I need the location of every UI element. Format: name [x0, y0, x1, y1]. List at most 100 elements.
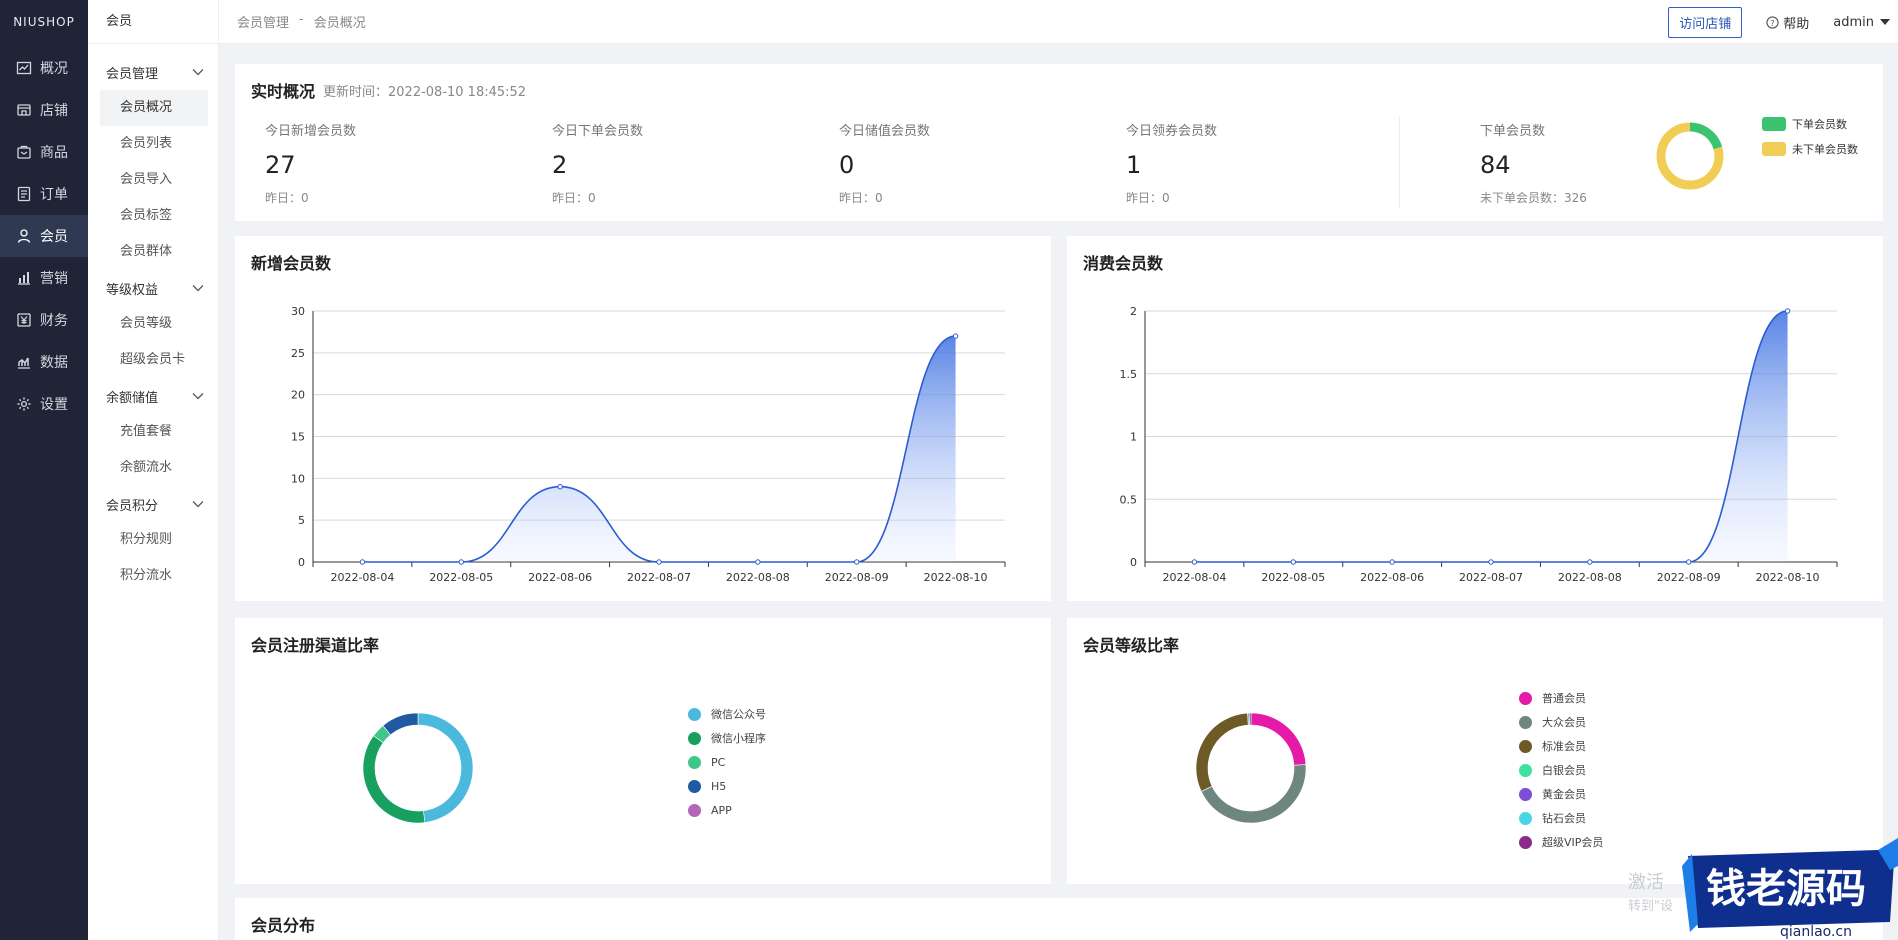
legend-item[interactable]: 大众会员: [1519, 710, 1603, 734]
nav-item-data[interactable]: 数据: [0, 341, 88, 383]
data-point[interactable]: [458, 559, 464, 565]
user-menu[interactable]: admin: [1833, 15, 1890, 30]
nav-item-order[interactable]: 订单: [0, 173, 88, 215]
subnav-item[interactable]: 会员导入: [120, 172, 173, 187]
data-point[interactable]: [755, 559, 761, 565]
legend-item[interactable]: 黄金会员: [1519, 782, 1603, 806]
data-point[interactable]: [952, 333, 959, 339]
legend-dot: [1519, 691, 1532, 705]
legend-item[interactable]: 钻石会员: [1519, 806, 1603, 830]
subnav-group-header[interactable]: 等级权益: [88, 270, 218, 306]
nav-item-label: 数据: [40, 355, 68, 371]
data-point[interactable]: [1587, 559, 1593, 565]
legend-item-ordered[interactable]: 下单会员数: [1762, 116, 1858, 132]
nav-item-goods[interactable]: 商品: [0, 131, 88, 173]
goods-icon: [16, 144, 32, 160]
donut-slice[interactable]: [417, 712, 474, 823]
legend-label: 标准会员: [1542, 740, 1586, 753]
data-point[interactable]: [1290, 559, 1296, 565]
group-label: 等级权益: [106, 282, 159, 298]
data-point[interactable]: [557, 484, 563, 490]
legend-item[interactable]: 超级VIP会员: [1519, 830, 1603, 854]
stat-label: 今日下单会员数: [552, 124, 644, 139]
y-tick-label: 2: [1130, 305, 1137, 318]
series-line: [362, 335, 956, 563]
brand-logo: NIUSHOP: [13, 15, 75, 29]
visit-store-button[interactable]: 访问店铺: [1668, 6, 1743, 38]
data-point[interactable]: [854, 559, 860, 565]
member-icon: [16, 228, 32, 244]
subnav-group-header[interactable]: 会员积分: [88, 486, 218, 522]
nav-item-marketing[interactable]: 营销: [0, 257, 88, 299]
y-tick-label: 10: [291, 472, 305, 485]
stat-yesterday: 昨日：0: [839, 191, 883, 205]
nav-item-label: 营销: [40, 271, 68, 287]
subnav-item[interactable]: 会员概况: [100, 90, 208, 126]
nav-item-chart[interactable]: 概况: [0, 47, 88, 89]
subnav-item[interactable]: 积分规则: [120, 532, 173, 547]
data-point[interactable]: [359, 559, 366, 565]
x-tick-label: 2022-08-09: [825, 571, 889, 584]
data-point[interactable]: [1389, 559, 1395, 565]
data-point[interactable]: [1686, 559, 1692, 565]
breadcrumb-item-member-manage[interactable]: 会员管理: [237, 16, 290, 31]
legend-item[interactable]: 普通会员: [1519, 686, 1603, 710]
subnav-group-header[interactable]: 余额储值: [88, 378, 218, 414]
nav-item-store[interactable]: 店铺: [0, 89, 88, 131]
subnav-item[interactable]: 积分流水: [120, 568, 173, 583]
svg-text:?: ?: [1771, 17, 1775, 27]
legend-item[interactable]: 微信小程序: [688, 726, 766, 750]
legend-item[interactable]: 白银会员: [1519, 758, 1603, 782]
y-tick-label: 25: [291, 347, 305, 360]
donut-slice[interactable]: [362, 735, 426, 824]
data-point[interactable]: [1191, 559, 1198, 565]
nav-item-finance[interactable]: 财务: [0, 299, 88, 341]
legend-dot: [688, 755, 701, 769]
series-area: [362, 336, 956, 562]
nav-item-label: 店铺: [40, 103, 68, 119]
stat-value: 0: [839, 151, 855, 179]
subnav-item[interactable]: 会员标签: [120, 208, 173, 223]
legend-dot: [688, 707, 701, 721]
legend-item[interactable]: PC: [688, 750, 766, 774]
chart-title: 会员分布: [251, 916, 316, 935]
nav-item-settings[interactable]: 设置: [0, 383, 88, 425]
legend-dot: [1519, 715, 1532, 729]
subnav-item[interactable]: 余额流水: [120, 460, 173, 475]
subnav-item[interactable]: 充值套餐: [120, 424, 173, 439]
donut-slice[interactable]: [382, 712, 419, 736]
y-tick-label: 0.5: [1120, 493, 1138, 506]
legend-dot: [1519, 763, 1532, 777]
legend-label: 下单会员数: [1792, 118, 1847, 131]
y-tick-label: 1: [1130, 431, 1137, 444]
order-ratio-legend: 下单会员数 未下单会员数: [1762, 116, 1858, 166]
member-level-card: 会员等级比率 普通会员 大众会员 标准会员 白银会员 黄金会员 钻石会员 超级VIP会员: [1067, 618, 1883, 884]
stat-value: 2: [552, 151, 568, 179]
legend-item-not-ordered[interactable]: 未下单会员数: [1762, 141, 1858, 157]
legend-item[interactable]: APP: [688, 798, 766, 822]
consume-members-chart-card: 消费会员数 0 0.5 1 1.5 2 2022-08-04 2022-08-05 2022-…: [1067, 236, 1883, 601]
stat-yesterday: 昨日：0: [552, 191, 596, 205]
donut-slice[interactable]: [1250, 712, 1307, 766]
donut-slice[interactable]: [1195, 712, 1249, 792]
divider: [1399, 116, 1400, 208]
donut-slice[interactable]: [1200, 764, 1307, 824]
subnav-item[interactable]: 超级会员卡: [120, 352, 186, 367]
donut-slice[interactable]: [1248, 712, 1252, 726]
nav-item-member[interactable]: 会员: [0, 215, 88, 257]
legend-label: 普通会员: [1542, 692, 1586, 705]
member-level-donut: [1195, 712, 1307, 824]
stat-order-members: 今日下单会员数 2 昨日：0: [552, 120, 772, 206]
legend-item[interactable]: 微信公众号: [688, 702, 766, 726]
data-point[interactable]: [656, 559, 662, 565]
legend-item[interactable]: 标准会员: [1519, 734, 1603, 758]
subnav-item[interactable]: 会员群体: [120, 244, 173, 259]
subnav-item[interactable]: 会员列表: [120, 136, 173, 151]
help-link[interactable]: ? 帮助: [1766, 13, 1809, 32]
subnav-group-header[interactable]: 会员管理: [88, 54, 218, 90]
subnav-item[interactable]: 会员等级: [120, 316, 173, 331]
data-point[interactable]: [1784, 308, 1791, 314]
donut-slice-not-ordered[interactable]: [1656, 122, 1724, 190]
legend-item[interactable]: H5: [688, 774, 766, 798]
data-point[interactable]: [1488, 559, 1494, 565]
